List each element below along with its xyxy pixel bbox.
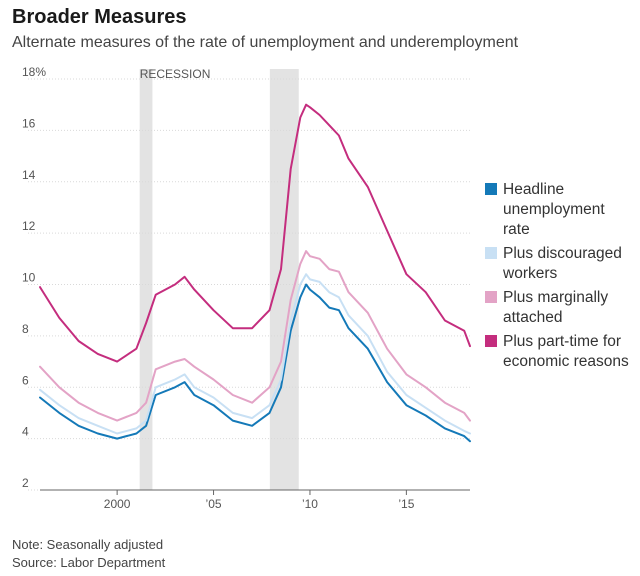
legend-label-parttime: Plus part-time for economic reasons bbox=[503, 333, 629, 370]
legend-swatch-discouraged bbox=[485, 247, 497, 259]
recession-label: RECESSION bbox=[140, 67, 211, 81]
y-tick-label: 8 bbox=[22, 322, 29, 336]
series-line-marginal bbox=[39, 250, 471, 422]
recession-band-2 bbox=[269, 69, 299, 490]
gridlines bbox=[28, 78, 470, 491]
legend-swatch-parttime bbox=[485, 335, 497, 347]
y-tick-label: 12 bbox=[22, 219, 36, 233]
y-tick-label: 10 bbox=[22, 271, 36, 285]
source-text: Source: Labor Department bbox=[12, 555, 166, 570]
legend-label-marginal: Plus marginally attached bbox=[503, 289, 609, 326]
y-tick-label: 4 bbox=[22, 425, 29, 439]
axes: 2 4 6 8 10 12 14 16 18% 2000 ’05 ’10 ’15 bbox=[22, 65, 470, 511]
legend: Headline unemployment rate Plus discoura… bbox=[485, 180, 635, 376]
legend-swatch-headline bbox=[485, 183, 497, 195]
series-lines bbox=[39, 103, 471, 443]
chart-title: Broader Measures bbox=[12, 6, 187, 28]
legend-label-discouraged: Plus discouraged workers bbox=[503, 245, 622, 282]
legend-item-discouraged: Plus discouraged workers bbox=[485, 244, 635, 284]
series-line-discouraged bbox=[39, 273, 471, 435]
y-tick-label: 18% bbox=[22, 65, 46, 79]
x-tick-label: ’10 bbox=[302, 497, 318, 511]
legend-swatch-marginal bbox=[485, 291, 497, 303]
legend-item-headline: Headline unemployment rate bbox=[485, 180, 635, 240]
x-tick-label: ’05 bbox=[206, 497, 222, 511]
y-tick-label: 14 bbox=[22, 168, 36, 182]
x-tick-label: ’15 bbox=[398, 497, 414, 511]
note-text: Note: Seasonally adjusted bbox=[12, 537, 164, 552]
series-line-headline bbox=[39, 283, 471, 443]
chart-notes: Note: Seasonally adjusted Source: Labor … bbox=[12, 536, 165, 572]
recession-band-1 bbox=[139, 69, 153, 490]
recession-bands: RECESSION bbox=[139, 67, 299, 490]
legend-item-parttime: Plus part-time for economic reasons bbox=[485, 332, 635, 372]
y-tick-label: 16 bbox=[22, 116, 36, 130]
legend-label-headline: Headline unemployment rate bbox=[503, 181, 605, 238]
legend-item-marginal: Plus marginally attached bbox=[485, 288, 635, 328]
y-tick-label: 6 bbox=[22, 373, 29, 387]
series-line-parttime bbox=[39, 103, 471, 363]
x-tick-label: 2000 bbox=[104, 497, 131, 511]
chart-subtitle: Alternate measures of the rate of unempl… bbox=[12, 34, 519, 51]
y-tick-label: 2 bbox=[22, 476, 29, 490]
